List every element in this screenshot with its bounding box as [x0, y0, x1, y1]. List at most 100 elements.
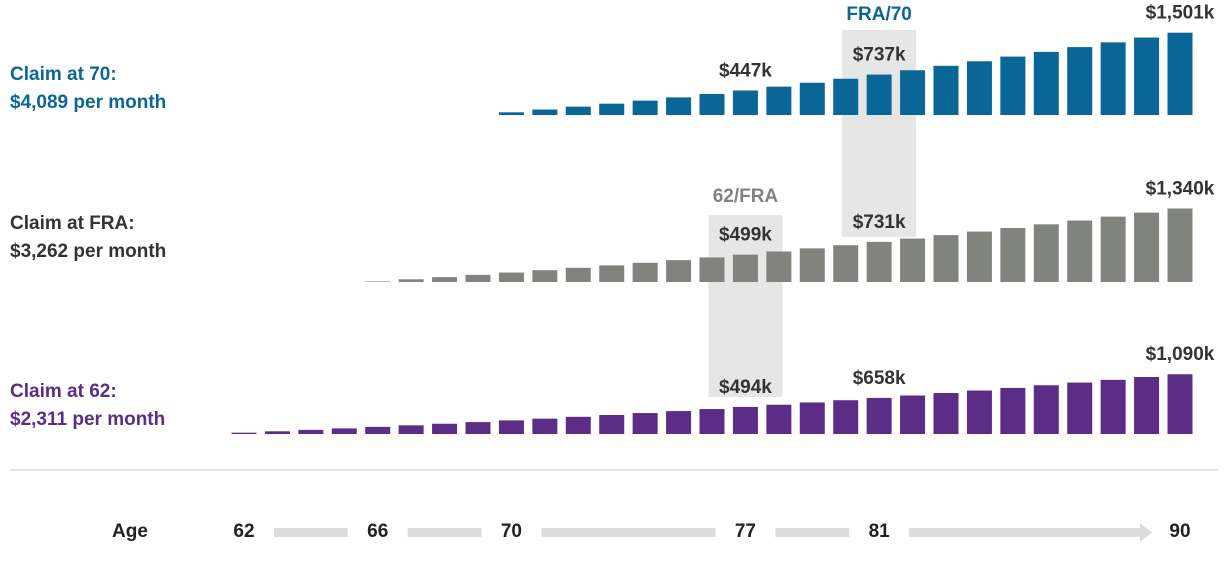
- age-connector: [274, 528, 348, 537]
- bar: [699, 93, 725, 115]
- bar: [398, 425, 424, 434]
- row-title: Claim at 70:: [10, 64, 117, 85]
- bar: [532, 418, 558, 434]
- bar: [1134, 37, 1160, 115]
- value-label: $1,340k: [1146, 179, 1215, 200]
- bar: [833, 78, 859, 115]
- bar: [1100, 42, 1126, 115]
- bar: [799, 402, 825, 434]
- bar: [933, 393, 959, 434]
- x-tick-label: 70: [501, 521, 522, 542]
- bar: [1134, 212, 1160, 282]
- value-label: $494k: [719, 377, 772, 398]
- bar: [565, 267, 591, 282]
- bar: [866, 74, 892, 115]
- x-tick-label: 66: [367, 521, 388, 542]
- bar: [432, 423, 458, 434]
- bar: [1167, 208, 1193, 282]
- bar: [398, 279, 424, 282]
- bar: [1067, 47, 1093, 115]
- bar: [532, 109, 558, 115]
- x-tick-label: 81: [869, 521, 891, 542]
- bar: [900, 238, 926, 282]
- highlight-label: FRA/70: [846, 4, 911, 25]
- bar: [331, 428, 357, 434]
- bar: [264, 431, 290, 434]
- bar: [432, 277, 458, 282]
- bar: [565, 416, 591, 434]
- value-label: $1,501k: [1146, 3, 1215, 24]
- bar: [1033, 385, 1059, 434]
- value-label: $731k: [853, 212, 906, 233]
- bar: [732, 254, 758, 282]
- bar: [465, 422, 491, 434]
- bar: [699, 409, 725, 434]
- bar: [1167, 32, 1193, 115]
- bar: [1167, 374, 1193, 434]
- bar: [599, 265, 625, 282]
- bar: [966, 390, 992, 434]
- bar: [599, 414, 625, 434]
- bar: [766, 86, 792, 115]
- age-connector: [407, 528, 482, 537]
- bar: [732, 90, 758, 115]
- bar: [632, 262, 658, 282]
- bar: [498, 272, 524, 282]
- bar: [866, 397, 892, 434]
- age-connector: [909, 528, 1140, 537]
- bar: [1000, 387, 1026, 434]
- bar: [966, 231, 992, 282]
- bar: [532, 270, 558, 282]
- x-tick-label: 90: [1169, 521, 1190, 542]
- bar: [1134, 377, 1160, 434]
- age-connector: [775, 528, 850, 537]
- bar: [833, 400, 859, 434]
- bar: [1100, 216, 1126, 282]
- bar: [231, 432, 257, 434]
- bar: [766, 251, 792, 282]
- bar: [565, 106, 591, 115]
- value-label: $447k: [719, 61, 772, 82]
- bar: [1033, 224, 1059, 282]
- bar: [1067, 382, 1093, 434]
- row-subtitle: $3,262 per month: [10, 241, 166, 262]
- highlight-label: 62/FRA: [713, 186, 779, 207]
- bar: [498, 420, 524, 434]
- axis-label: Age: [112, 521, 148, 542]
- bar: [900, 70, 926, 115]
- bar: [799, 82, 825, 115]
- age-connector: [541, 528, 716, 537]
- bar: [666, 411, 692, 434]
- bar: [732, 406, 758, 434]
- bar: [632, 100, 658, 115]
- value-label: $658k: [853, 368, 906, 389]
- row-subtitle: $4,089 per month: [10, 92, 166, 113]
- bar: [632, 413, 658, 434]
- x-tick-label: 77: [735, 521, 756, 542]
- bar: [1067, 220, 1093, 282]
- bar: [900, 395, 926, 434]
- highlight-band: [842, 30, 917, 237]
- bar: [833, 245, 859, 282]
- bar: [1000, 227, 1026, 282]
- x-tick-label: 62: [233, 521, 254, 542]
- bar: [866, 241, 892, 282]
- row-subtitle: $2,311 per month: [10, 409, 165, 430]
- bar: [365, 426, 391, 434]
- highlight-band: [708, 215, 783, 397]
- bar: [365, 281, 391, 282]
- bar: [599, 103, 625, 115]
- row-title: Claim at 62:: [10, 381, 117, 402]
- value-label: $737k: [853, 45, 906, 66]
- bar: [465, 274, 491, 282]
- bar: [699, 257, 725, 282]
- bar: [1033, 51, 1059, 115]
- row-title: Claim at FRA:: [10, 213, 135, 234]
- bar: [498, 112, 524, 115]
- bar: [1000, 56, 1026, 115]
- bar: [933, 65, 959, 115]
- bar: [933, 235, 959, 282]
- value-label: $1,090k: [1146, 344, 1215, 365]
- bar: [799, 248, 825, 282]
